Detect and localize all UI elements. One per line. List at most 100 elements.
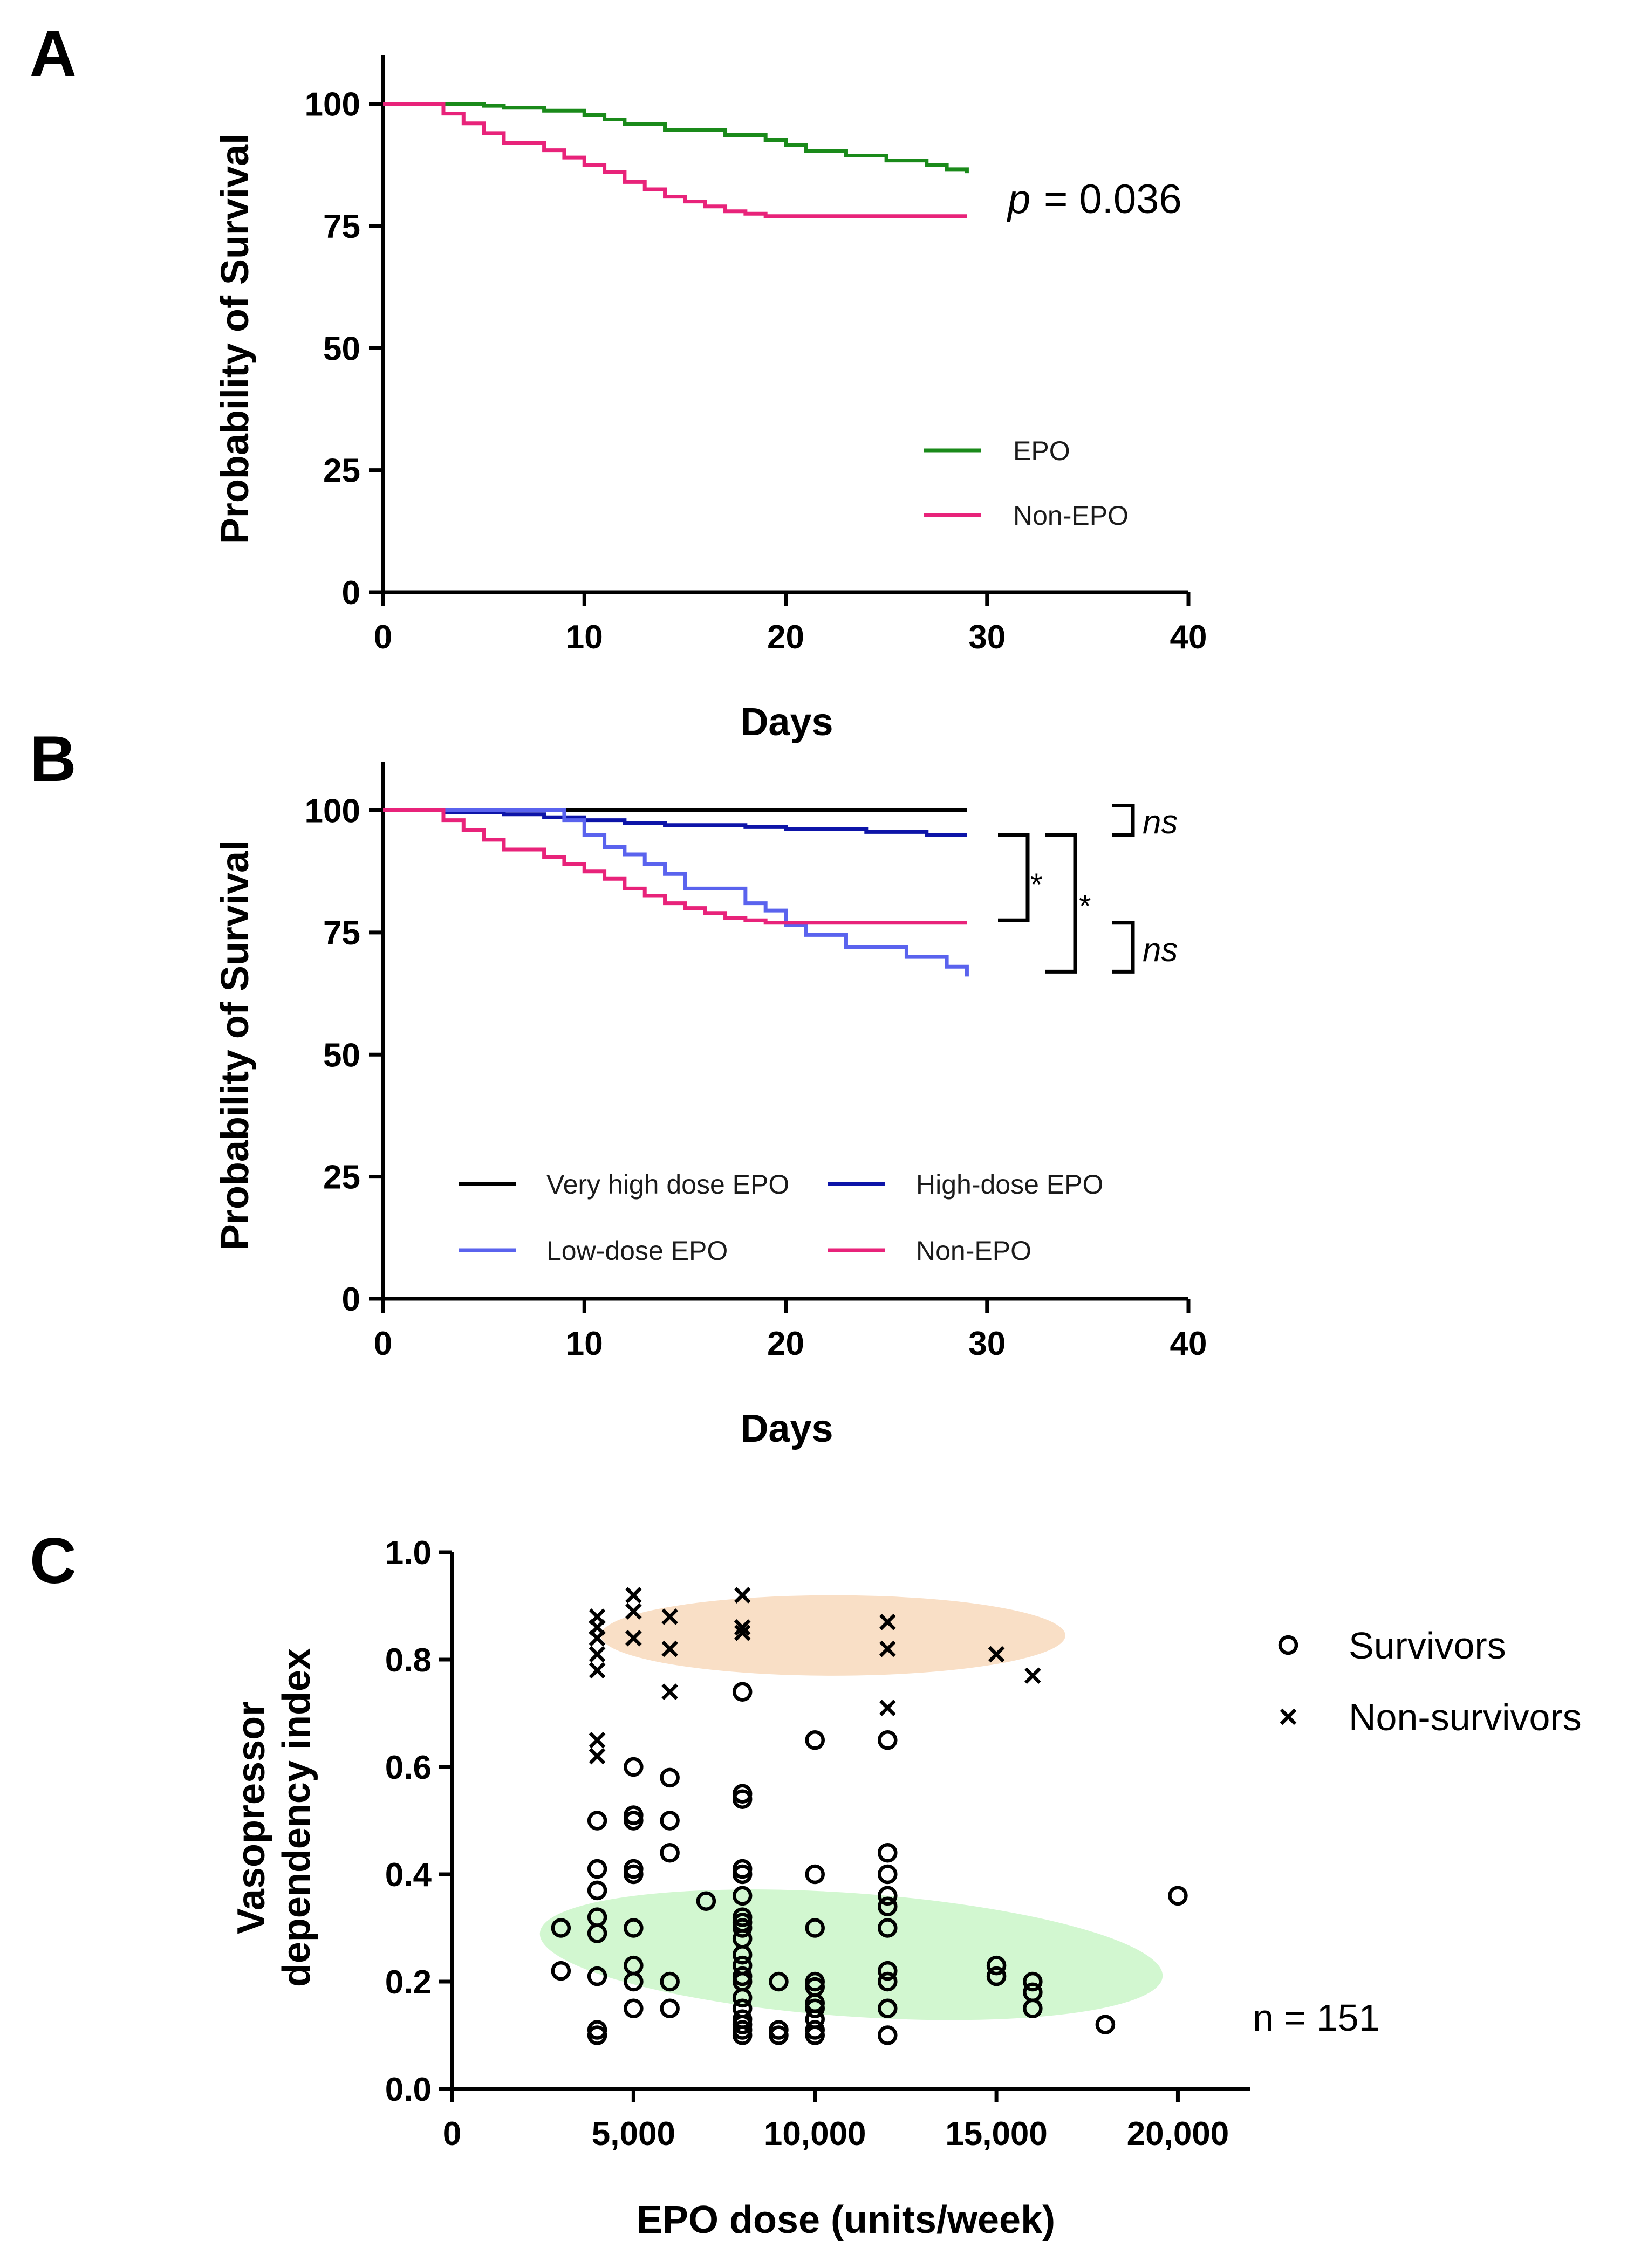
series-line-high-dose-epo (383, 808, 967, 837)
y-axis-title: Probability of Survival (214, 134, 257, 544)
panel-a: A 0 25 50 75 100 0 10 20 30 40 Days Probability of … (30, 17, 1207, 744)
survivor-point (732, 1784, 753, 1804)
non-survivor-point (988, 1646, 1005, 1663)
survivor-point (624, 1805, 644, 1825)
y-tick-label: 0.2 (385, 1964, 432, 2001)
non-survivor-point (589, 1646, 606, 1663)
survivor-point (660, 1998, 680, 2018)
survivor-point (696, 1891, 716, 1911)
y-tick-label: 100 (305, 793, 360, 830)
survivor-point (769, 2020, 789, 2040)
survivor-point (878, 2025, 898, 2045)
non-survivor-point (661, 1640, 678, 1657)
survivor-point (1023, 1982, 1043, 2003)
y-tick-label: 50 (323, 330, 360, 367)
x-axis-title: EPO dose (units/week) (637, 2198, 1055, 2242)
survivor-point (624, 1757, 644, 1777)
x-tick-label: 10,000 (764, 2115, 866, 2153)
legend-marker-non-survivors (1280, 1708, 1297, 1725)
series-line-non-epo (383, 102, 967, 218)
significance-bracket (1112, 803, 1135, 837)
non-survivor-point (734, 1587, 751, 1604)
non-survivor-point (589, 1662, 606, 1679)
highlight-ellipse (600, 1595, 1065, 1676)
y-axis-title-line: Vasopressor (230, 1701, 273, 1934)
x-tick-label: 20 (767, 1325, 804, 1362)
legend-label: High-dose EPO (916, 1169, 1103, 1200)
survivor-point (732, 2009, 753, 2029)
non-survivor-point (1024, 1667, 1041, 1684)
x-tick-label: 20,000 (1127, 2115, 1229, 2153)
survivor-point (878, 1961, 898, 1981)
non-survivor-point (661, 1683, 678, 1700)
panel-b-plot: 0 25 50 75 100 0 10 20 30 40 Days Probability of Su… (214, 762, 1207, 1450)
y-tick-label: 25 (323, 453, 360, 490)
y-tick-label: 25 (323, 1159, 360, 1196)
survivor-point (660, 1767, 680, 1788)
survivor-point (732, 1859, 753, 1879)
y-tick-label: 0.6 (385, 1749, 432, 1786)
panel-a-letter: A (30, 17, 77, 90)
panel-c-n-annotation: n = 151 (1253, 1997, 1380, 2039)
non-survivor-point (734, 1624, 751, 1641)
legend-label: Survivors (1349, 1625, 1506, 1667)
survivor-point (587, 1880, 607, 1901)
y-tick-label: 100 (305, 86, 360, 124)
survivor-point (805, 1730, 825, 1750)
y-axis-title-line: dependency index (275, 1648, 318, 1987)
x-tick-label: 10 (566, 1325, 603, 1362)
y-tick-label: 0 (342, 574, 360, 612)
x-tick-label: 30 (968, 1325, 1006, 1362)
legend-label: Non-survivors (1349, 1696, 1582, 1738)
panel-b: B 0 25 50 75 100 0 10 20 30 40 Days Probability of … (30, 723, 1207, 1450)
y-tick-label: 0 (342, 1281, 360, 1318)
non-survivor-point (589, 1731, 606, 1749)
non-survivor-point (625, 1603, 642, 1620)
survivor-point (1095, 2015, 1116, 2034)
survivor-point (624, 1859, 644, 1879)
non-survivor-point (625, 1587, 642, 1604)
significance-bracket (1045, 833, 1077, 974)
survivor-point (805, 1918, 825, 1938)
non-survivor-point (879, 1700, 896, 1716)
panel-b-letter: B (30, 723, 77, 795)
x-tick-label: 0 (374, 619, 392, 656)
x-tick-label: 5,000 (592, 2115, 675, 2153)
panel-a-plot: 0 25 50 75 100 0 10 20 30 40 Days Probability of Su… (214, 55, 1207, 744)
panel-c: C 0.0 0.2 0.4 0.6 0.8 1.0 0 5,000 10,000 15,000 20… (30, 1525, 1582, 2242)
legend-label: Very high dose EPO (546, 1169, 789, 1200)
non-survivor-point (879, 1614, 896, 1630)
y-tick-label: 75 (323, 208, 360, 245)
x-tick-label: 0 (374, 1325, 392, 1362)
legend-label: EPO (1013, 436, 1070, 466)
legend-label: Non-EPO (1013, 501, 1129, 531)
x-axis-title: Days (740, 701, 833, 744)
significance-bracket (1112, 921, 1135, 974)
non-survivor-point (589, 1748, 606, 1765)
x-tick-label: 40 (1170, 619, 1207, 656)
survivor-point (805, 2020, 825, 2040)
y-tick-label: 0.8 (385, 1642, 432, 1679)
significance-label: * (1079, 889, 1091, 924)
survivor-point (732, 1682, 753, 1702)
survivor-point (878, 1842, 898, 1863)
x-tick-label: 30 (968, 619, 1006, 656)
series-line-low-dose-epo (383, 808, 969, 977)
survivor-point (732, 1955, 753, 1976)
significance-label: ns (1143, 931, 1178, 969)
x-tick-label: 20 (767, 619, 804, 656)
survivor-point (732, 1886, 753, 1906)
legend-label: Low-dose EPO (546, 1236, 728, 1266)
survivor-point (878, 1918, 898, 1938)
survivor-point (986, 1955, 1007, 1976)
survivor-point (624, 1955, 644, 1976)
panel-a-p-label: p (1007, 176, 1030, 222)
survivor-point (551, 1961, 571, 1981)
y-tick-label: 0.0 (385, 2071, 432, 2108)
survivor-point (769, 1971, 789, 1992)
survivor-point (587, 1811, 607, 1831)
survivor-point (624, 1998, 644, 2018)
non-survivor-point (879, 1640, 896, 1657)
panel-c-plot: 0.0 0.2 0.4 0.6 0.8 1.0 0 5,000 10,000 15,000 20,0… (230, 1534, 1582, 2242)
